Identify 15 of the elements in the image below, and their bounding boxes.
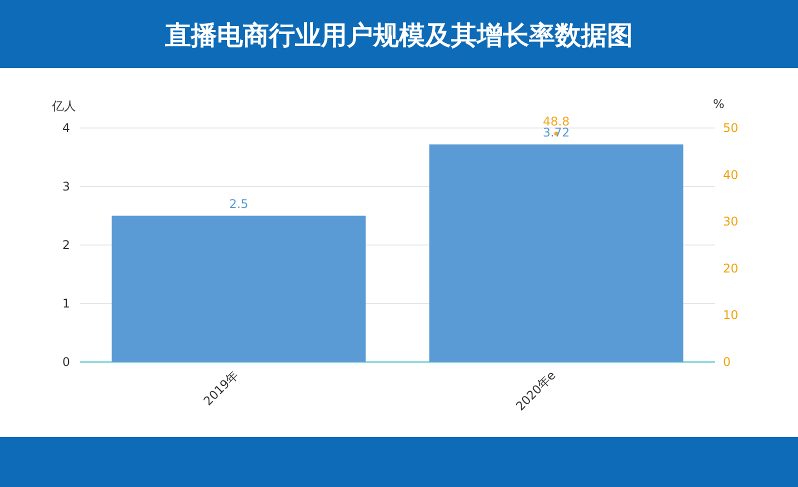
y2-tick-label: 20 (723, 261, 738, 276)
y-tick-label: 0 (62, 355, 70, 369)
y2-tick-label: 50 (723, 121, 738, 135)
y-axis-title: 亿人 (51, 99, 76, 113)
y-tick-label: 4 (62, 121, 70, 135)
y2-axis-title: % (713, 97, 724, 111)
y2-tick-label: 30 (723, 214, 738, 229)
y2-tick-label: 40 (723, 168, 738, 182)
chart-title: 直播电商行业用户规模及其增长率数据图 (164, 21, 633, 51)
y2-tick-label: 0 (723, 355, 731, 369)
y-tick-label: 1 (62, 296, 70, 310)
y2-tick-label: 10 (723, 308, 738, 322)
y-tick-label: 3 (62, 180, 70, 194)
data-label: 2.5 (229, 196, 248, 211)
y-tick-label: 2 (62, 238, 70, 252)
